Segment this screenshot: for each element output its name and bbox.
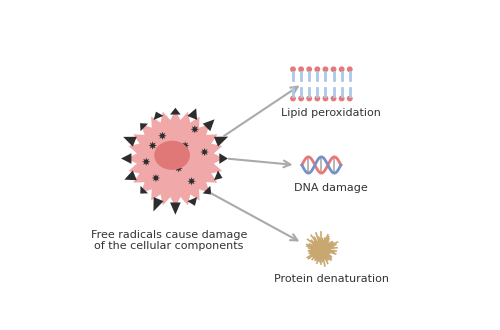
Polygon shape — [140, 123, 148, 131]
Polygon shape — [127, 110, 224, 207]
Ellipse shape — [154, 141, 190, 170]
Polygon shape — [188, 197, 197, 206]
Polygon shape — [158, 132, 166, 140]
Polygon shape — [202, 119, 214, 131]
Circle shape — [290, 96, 296, 101]
Polygon shape — [123, 137, 137, 147]
Circle shape — [314, 66, 320, 72]
Circle shape — [330, 66, 336, 72]
Polygon shape — [200, 148, 209, 156]
Text: Free radicals cause damage
of the cellular components: Free radicals cause damage of the cellul… — [90, 230, 247, 251]
Polygon shape — [164, 154, 173, 163]
Polygon shape — [142, 157, 150, 166]
Polygon shape — [220, 153, 228, 164]
Circle shape — [298, 66, 304, 72]
Polygon shape — [124, 170, 137, 180]
Polygon shape — [188, 177, 196, 185]
Circle shape — [306, 66, 312, 72]
Polygon shape — [121, 153, 132, 164]
Circle shape — [306, 96, 312, 101]
Circle shape — [322, 66, 328, 72]
Polygon shape — [170, 203, 180, 215]
Circle shape — [338, 96, 344, 101]
Polygon shape — [190, 125, 199, 134]
Polygon shape — [188, 108, 197, 120]
Polygon shape — [152, 174, 160, 182]
Polygon shape — [214, 170, 222, 180]
Polygon shape — [154, 112, 164, 120]
Polygon shape — [154, 197, 164, 212]
Polygon shape — [170, 108, 180, 115]
Text: Lipid peroxidation: Lipid peroxidation — [281, 108, 381, 118]
Polygon shape — [140, 186, 148, 194]
Polygon shape — [174, 164, 183, 173]
Circle shape — [347, 96, 352, 101]
Circle shape — [314, 241, 330, 257]
Polygon shape — [202, 186, 211, 195]
Circle shape — [298, 96, 304, 101]
Polygon shape — [181, 141, 190, 150]
Circle shape — [322, 96, 328, 101]
Circle shape — [330, 96, 336, 101]
Circle shape — [347, 66, 352, 72]
Circle shape — [290, 66, 296, 72]
Polygon shape — [148, 141, 157, 150]
Text: DNA damage: DNA damage — [294, 183, 368, 193]
Circle shape — [338, 66, 344, 72]
Circle shape — [314, 96, 320, 101]
Text: Protein denaturation: Protein denaturation — [274, 274, 388, 284]
Polygon shape — [214, 137, 228, 147]
